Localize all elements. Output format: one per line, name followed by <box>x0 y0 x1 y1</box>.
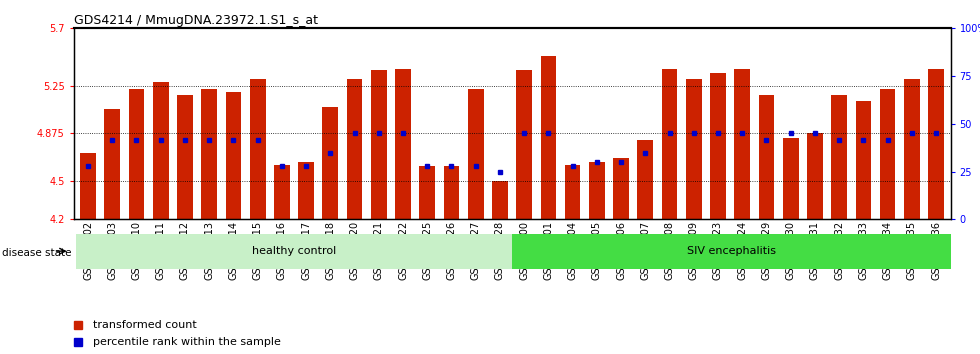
Bar <box>856 101 871 219</box>
Bar <box>274 165 290 219</box>
Bar <box>128 90 144 219</box>
Bar <box>589 162 605 219</box>
Bar <box>347 79 363 219</box>
Bar <box>75 234 512 269</box>
Bar <box>783 138 799 219</box>
Bar <box>370 70 387 219</box>
Bar <box>831 95 847 219</box>
Text: disease state: disease state <box>2 248 72 258</box>
Bar <box>153 82 169 219</box>
Text: transformed count: transformed count <box>93 320 197 330</box>
Bar <box>662 69 677 219</box>
Text: SIV encephalitis: SIV encephalitis <box>687 246 776 256</box>
Bar <box>225 92 241 219</box>
Bar <box>444 166 460 219</box>
Bar <box>710 73 726 219</box>
Bar <box>613 158 629 219</box>
Bar <box>512 234 951 269</box>
Bar <box>928 69 944 219</box>
Bar <box>298 162 314 219</box>
Bar <box>467 90 483 219</box>
Bar <box>322 107 338 219</box>
Bar <box>105 109 121 219</box>
Bar <box>419 166 435 219</box>
Bar <box>395 69 411 219</box>
Bar <box>541 56 557 219</box>
Bar <box>904 79 919 219</box>
Bar <box>734 69 750 219</box>
Bar <box>686 79 702 219</box>
Bar <box>201 90 217 219</box>
Text: GDS4214 / MmugDNA.23972.1.S1_s_at: GDS4214 / MmugDNA.23972.1.S1_s_at <box>74 14 318 27</box>
Bar <box>492 181 508 219</box>
Bar <box>250 79 266 219</box>
Bar <box>759 95 774 219</box>
Bar <box>880 90 896 219</box>
Bar <box>564 165 580 219</box>
Text: healthy control: healthy control <box>252 246 336 256</box>
Bar <box>177 95 193 219</box>
Bar <box>808 133 823 219</box>
Bar <box>637 141 654 219</box>
Bar <box>80 153 96 219</box>
Text: percentile rank within the sample: percentile rank within the sample <box>93 337 280 347</box>
Bar <box>516 70 532 219</box>
